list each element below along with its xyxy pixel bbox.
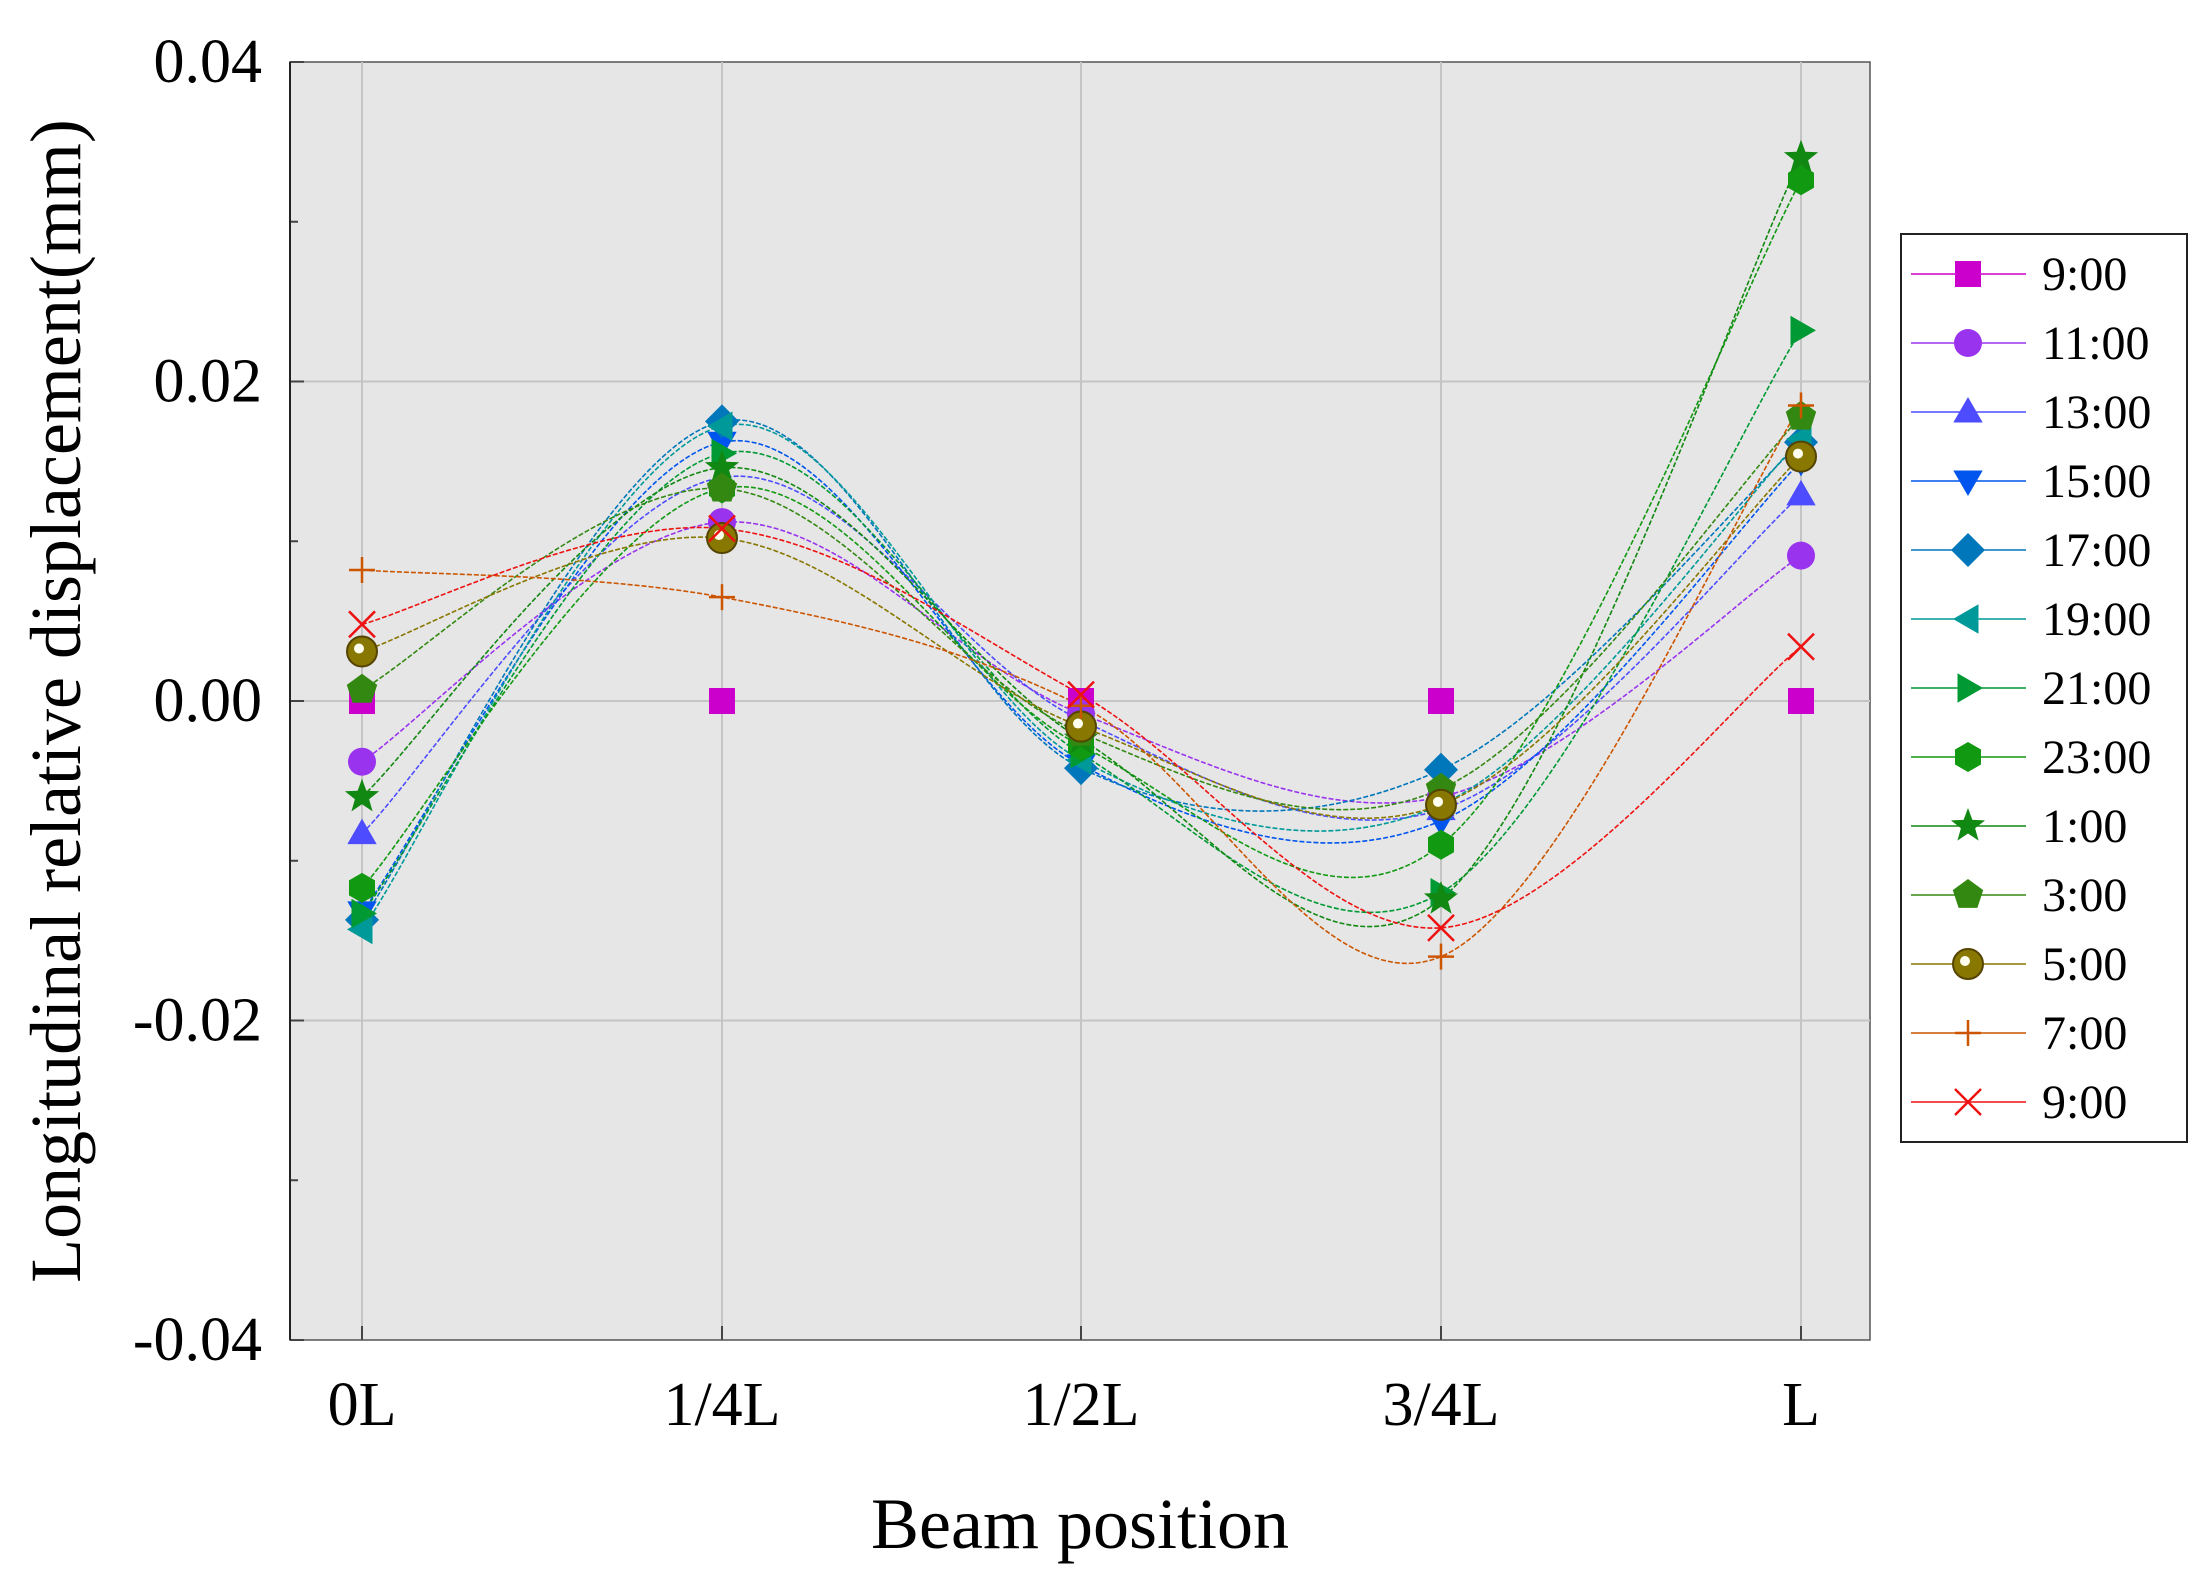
data-point — [347, 914, 373, 945]
legend-label: 19:00 — [2042, 593, 2151, 646]
series-line — [361, 419, 1802, 921]
data-point — [1428, 943, 1454, 970]
legend-label: 11:00 — [2042, 317, 2150, 370]
data-point — [704, 449, 740, 483]
data-point — [1785, 440, 1817, 473]
x-tick-label: 1/2L — [1022, 1371, 1139, 1439]
y-tick-label: 0.00 — [154, 667, 263, 735]
legend-label: 23:00 — [2042, 731, 2151, 784]
legend-marker — [1950, 808, 1986, 841]
legend-marker — [1955, 742, 1981, 772]
series-line — [361, 416, 1802, 811]
legend-marker — [1957, 673, 1983, 703]
x-tick-label: 3/4L — [1382, 1371, 1499, 1439]
data-point — [709, 584, 735, 611]
series-line — [361, 439, 1802, 913]
legend-marker — [1953, 604, 1979, 634]
data-point — [1428, 688, 1454, 714]
data-point — [1428, 829, 1454, 860]
x-tick-label: L — [1782, 1371, 1820, 1439]
series-line — [361, 157, 1802, 928]
legend-label: 1:00 — [2042, 800, 2127, 853]
grid-lines — [290, 62, 1870, 1340]
legend-marker — [1955, 1020, 1981, 1046]
data-point — [351, 898, 377, 929]
data-point — [707, 411, 733, 441]
legend-marker — [1951, 533, 1985, 567]
x-tick-label: 1/4L — [663, 1371, 780, 1439]
y-tick-label: -0.02 — [133, 987, 262, 1055]
legend-label: 13:00 — [2042, 386, 2151, 439]
data-point — [1788, 165, 1814, 196]
data-point — [1067, 680, 1095, 709]
legend-label: 21:00 — [2042, 662, 2151, 715]
series-line — [361, 526, 1802, 929]
data-point — [708, 514, 736, 543]
marker-stroke — [348, 610, 376, 639]
data-point — [711, 438, 737, 469]
legend-label: 3:00 — [2042, 869, 2127, 922]
data-point — [1425, 788, 1457, 821]
marker-highlight — [1433, 796, 1443, 807]
series-line — [361, 423, 1802, 930]
marker-stroke — [1427, 913, 1455, 942]
marker-highlight — [1960, 956, 1970, 966]
marker-highlight — [1793, 448, 1803, 459]
marker-highlight — [354, 643, 364, 654]
data-point — [1786, 479, 1816, 506]
data-point — [349, 872, 375, 903]
legend-label: 7:00 — [2042, 1007, 2127, 1060]
y-tick-label: 0.02 — [154, 348, 263, 416]
x-tick-label: 0L — [328, 1371, 397, 1439]
data-point — [1427, 913, 1455, 942]
legend-label: 9:00 — [2042, 248, 2127, 301]
x-axis-title: Beam position — [871, 1484, 1289, 1564]
legend-marker — [1952, 948, 1984, 980]
y-axis-title: Longitudinal relative displacement(mm) — [16, 119, 96, 1283]
legend: 9:00 11:00 13:00 15:00 17:00 19:00 21:00 23:00 1… — [1900, 233, 2188, 1143]
legend-marker — [1955, 261, 1981, 287]
data-markers — [344, 139, 1819, 970]
data-point — [1790, 315, 1816, 346]
legend-marker — [1954, 329, 1982, 357]
data-point — [1783, 139, 1819, 173]
data-point — [346, 635, 378, 668]
legend-label: 15:00 — [2042, 455, 2151, 508]
data-point — [706, 472, 738, 502]
legend-label: 9:00 — [2042, 1076, 2127, 1129]
data-point — [709, 688, 735, 714]
data-point — [349, 557, 375, 584]
marker-stroke — [1787, 632, 1815, 661]
marker-stroke — [1067, 680, 1095, 709]
series-line — [361, 405, 1802, 965]
data-point — [1068, 692, 1094, 719]
data-point — [1423, 881, 1459, 914]
legend-marker — [1953, 397, 1983, 423]
series-line — [361, 475, 1802, 835]
data-point — [348, 747, 376, 776]
series-line — [361, 456, 1802, 820]
data-point — [1787, 632, 1815, 661]
marker-stroke — [708, 514, 736, 543]
data-point — [1788, 392, 1814, 419]
marker-highlight — [1073, 718, 1083, 729]
data-point — [348, 610, 376, 639]
data-point — [1787, 541, 1815, 570]
axis-ticks: 0L 1/4L 1/2L 3/4L L -0.04 -0.02 0.00 0.02 0.04 — [133, 28, 1820, 1439]
series-line — [361, 179, 1802, 889]
y-tick-label: -0.04 — [133, 1306, 262, 1374]
legend-marker — [1954, 1088, 1982, 1116]
legend-marker — [1952, 879, 1984, 908]
data-point — [1424, 752, 1458, 787]
legend-marker — [1953, 470, 1983, 496]
data-point — [344, 778, 380, 812]
marker-stroke — [1954, 1088, 1982, 1116]
data-point — [347, 818, 377, 845]
data-point — [346, 673, 378, 703]
legend-label: 5:00 — [2042, 938, 2127, 991]
data-point — [1788, 688, 1814, 714]
y-tick-label: 0.04 — [154, 28, 263, 96]
legend-label: 17:00 — [2042, 524, 2151, 577]
